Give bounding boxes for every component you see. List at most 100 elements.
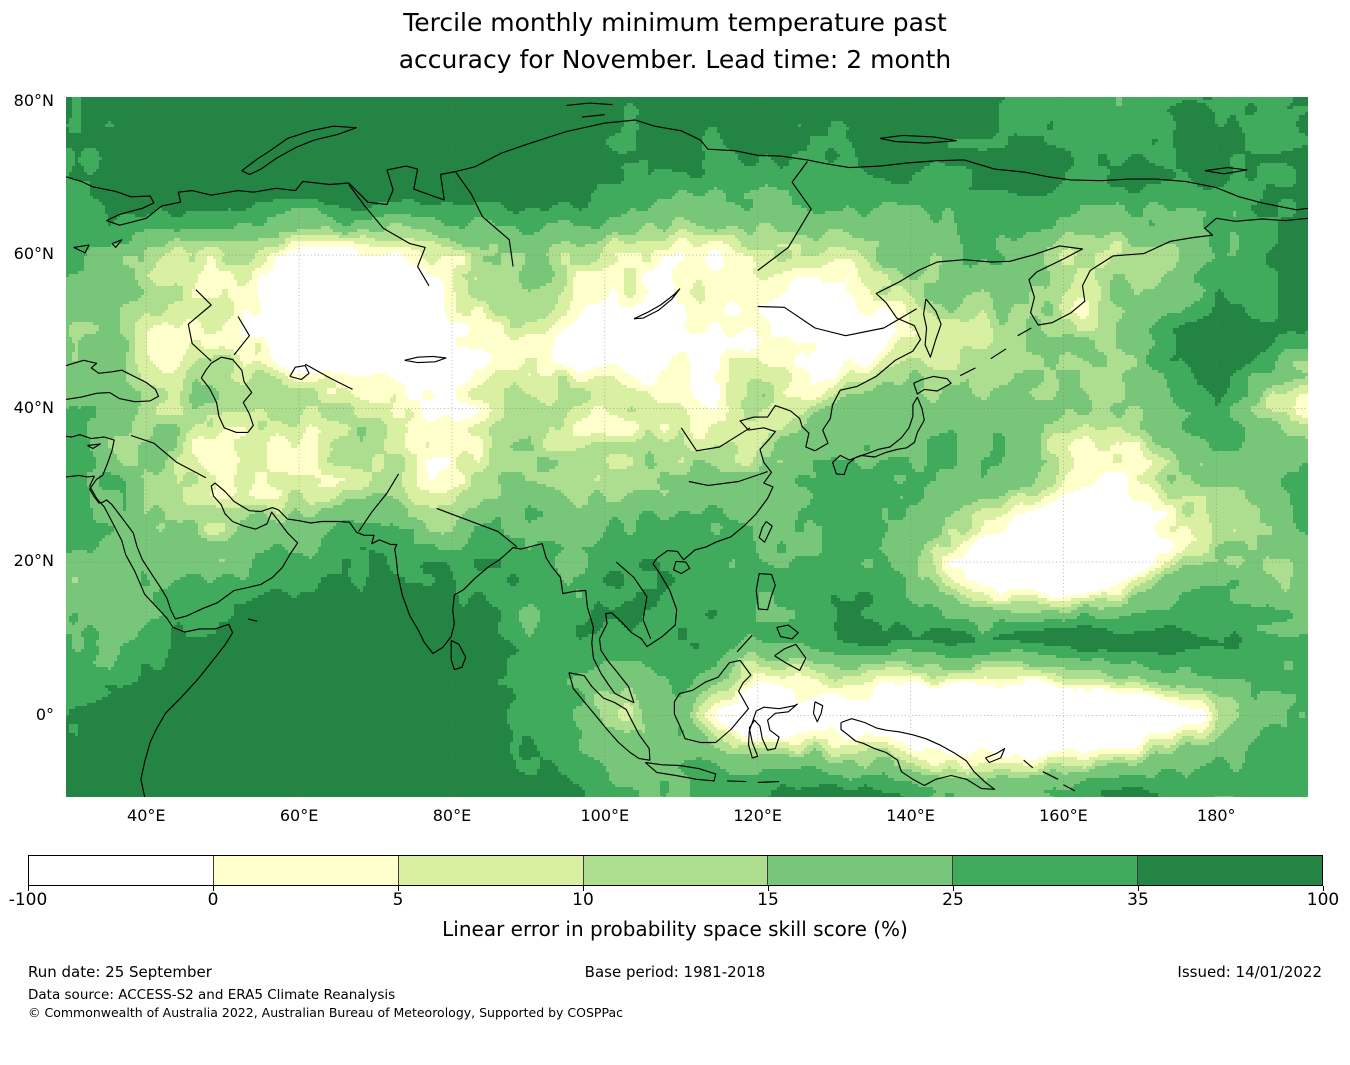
colorbar-tick-label: 25 bbox=[942, 890, 964, 910]
lon-tick-label: 60°E bbox=[279, 806, 319, 825]
map-path bbox=[1204, 167, 1248, 175]
map-path bbox=[436, 507, 518, 548]
map-path bbox=[404, 355, 447, 364]
map-path bbox=[673, 560, 691, 575]
map-path bbox=[688, 471, 768, 486]
colorbar-segment bbox=[767, 856, 953, 885]
map-path bbox=[1042, 771, 1059, 780]
colorbar-tickmark bbox=[28, 886, 29, 891]
lon-tick-label: 120°E bbox=[733, 806, 783, 825]
colorbar-tick-label: 5 bbox=[392, 890, 404, 910]
map-path bbox=[615, 561, 652, 640]
map-path bbox=[776, 624, 799, 640]
colorbar-ticks: -100 0 5 10 15 25 35 100 bbox=[9, 886, 1339, 912]
map-path bbox=[755, 573, 776, 611]
map-path bbox=[73, 244, 90, 254]
colorbar-tick-label: 10 bbox=[572, 890, 594, 910]
lon-tick-label: 80°E bbox=[432, 806, 472, 825]
map-path bbox=[1063, 784, 1076, 792]
colorbar-label: Linear error in probability space skill … bbox=[442, 917, 908, 941]
chart-title: Tercile monthly minimum temperature past… bbox=[0, 4, 1350, 78]
map-path bbox=[923, 298, 942, 358]
lat-tick-label: 80°N bbox=[13, 90, 54, 110]
map-path bbox=[832, 396, 925, 476]
map-path bbox=[758, 521, 773, 543]
map-path bbox=[727, 780, 747, 783]
colorbar-tick-label: 100 bbox=[1306, 890, 1340, 910]
map-path bbox=[66, 119, 1308, 226]
map-path bbox=[581, 114, 605, 118]
colorbar-segment bbox=[952, 856, 1138, 885]
map-path bbox=[289, 365, 310, 381]
colorbar-tick-label: 35 bbox=[1127, 890, 1149, 910]
map-path bbox=[1023, 759, 1034, 769]
map-path bbox=[1017, 327, 1032, 337]
colorbar bbox=[28, 855, 1323, 886]
map-path bbox=[348, 184, 430, 287]
map-path bbox=[757, 305, 917, 337]
colorbar-segment bbox=[29, 856, 213, 885]
map-path bbox=[757, 781, 780, 783]
colorbar-tickmark bbox=[583, 886, 584, 891]
map-path bbox=[840, 718, 996, 790]
map-path bbox=[66, 359, 160, 403]
lon-tick-label: 140°E bbox=[886, 806, 935, 825]
lat-tick-label: 0° bbox=[35, 704, 54, 724]
colorbar-tickmark bbox=[953, 886, 954, 891]
map-path bbox=[913, 375, 952, 395]
lat-tick-label: 60°N bbox=[13, 244, 54, 264]
map-path bbox=[633, 288, 681, 320]
map-path bbox=[959, 367, 976, 377]
issued-date: Issued: 14/01/2022 bbox=[1177, 963, 1322, 981]
latitude-axis: 80°N 60°N 40°N 20°N 0° bbox=[0, 0, 60, 900]
colorbar-tickmark bbox=[1323, 886, 1324, 891]
map-path bbox=[736, 634, 753, 653]
map-path bbox=[358, 473, 399, 532]
map-path bbox=[130, 434, 207, 479]
lon-tick-label: 40°E bbox=[127, 806, 166, 825]
run-date: Run date: 25 September bbox=[28, 963, 212, 981]
map-path bbox=[812, 701, 824, 723]
colorbar-tick-label: 0 bbox=[207, 890, 219, 910]
map-path bbox=[774, 643, 807, 671]
chart-title-line2: accuracy for November. Lead time: 2 mont… bbox=[398, 45, 952, 74]
map-path bbox=[680, 427, 751, 452]
lat-tick-label: 40°N bbox=[13, 397, 54, 417]
map-path bbox=[187, 289, 212, 362]
map-path bbox=[247, 618, 258, 622]
colorbar-tickmark bbox=[768, 886, 769, 891]
map-path bbox=[241, 125, 357, 176]
map-area bbox=[66, 97, 1308, 797]
map-path bbox=[304, 363, 353, 390]
chart-title-line1: Tercile monthly minimum temperature past bbox=[403, 8, 947, 37]
colorbar-tick-label: -100 bbox=[8, 890, 48, 910]
colorbar-segment bbox=[1137, 856, 1323, 885]
map-path bbox=[747, 703, 798, 759]
lon-tick-label: 100°E bbox=[580, 806, 630, 825]
map-path bbox=[200, 356, 254, 433]
colorbar-tickmark bbox=[1138, 886, 1139, 891]
colorbar-segment bbox=[397, 856, 583, 885]
colorbar-segment bbox=[582, 856, 768, 885]
map-path bbox=[644, 761, 717, 782]
lat-tick-label: 20°N bbox=[13, 551, 54, 571]
copyright: © Commonwealth of Australia 2022, Austra… bbox=[28, 1005, 623, 1020]
map-path bbox=[66, 474, 234, 797]
colorbar-segment bbox=[212, 856, 398, 885]
map-path bbox=[87, 443, 101, 450]
map-canvas bbox=[66, 97, 1308, 797]
map-path bbox=[990, 348, 1007, 360]
map-path bbox=[566, 102, 613, 106]
map-path bbox=[450, 639, 467, 671]
map-path bbox=[757, 161, 812, 271]
map-path bbox=[568, 672, 651, 761]
data-source: Data source: ACCESS-S2 and ERA5 Climate … bbox=[28, 987, 396, 1003]
lon-tick-label: 180° bbox=[1197, 806, 1236, 825]
map-path bbox=[233, 316, 250, 356]
map-path bbox=[673, 659, 752, 744]
map-path bbox=[66, 217, 1308, 704]
colorbar-tickmark bbox=[213, 886, 214, 891]
lon-tick-label: 160°E bbox=[1039, 806, 1088, 825]
map-path bbox=[455, 171, 514, 267]
